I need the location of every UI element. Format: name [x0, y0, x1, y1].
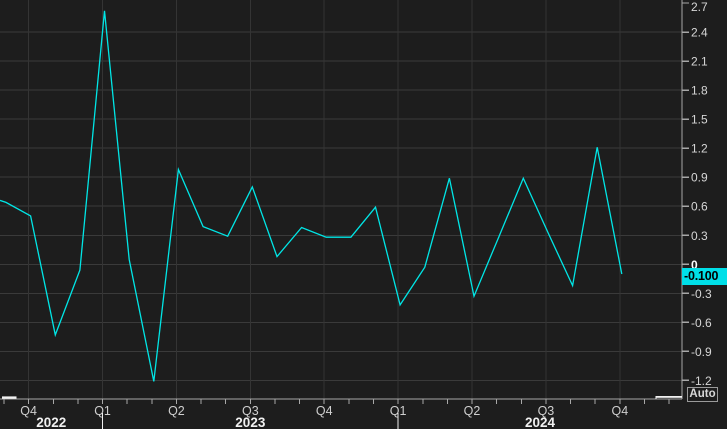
y-tick-label: -0.3 [691, 287, 712, 301]
x-quarter-label: Q3 [242, 404, 259, 418]
y-tick-label: 2.4 [691, 26, 708, 40]
year-label: 2023 [235, 415, 266, 429]
data-line[interactable] [0, 10, 623, 382]
y-tick-label: 1.8 [691, 84, 708, 98]
y-tick-label: -0.9 [691, 345, 712, 359]
x-quarter-label: Q4 [20, 404, 37, 418]
y-tick-label: 2.7 [691, 0, 708, 14]
y-tick-label: 1.5 [691, 113, 708, 127]
y-tick-label: -1.2 [691, 374, 712, 388]
year-label: 2024 [525, 415, 556, 429]
y-tick-label: 0.3 [691, 229, 708, 243]
x-axis-range-marker-right [656, 396, 682, 398]
x-quarter-label: Q4 [611, 404, 628, 418]
y-tick-label: 0.6 [691, 200, 708, 214]
x-axis-range-marker-left [2, 396, 17, 399]
x-quarter-label: Q1 [94, 404, 111, 418]
auto-scale-button[interactable]: Auto [687, 387, 718, 402]
y-tick-label: 2.1 [691, 55, 708, 69]
x-quarter-label: Q4 [316, 404, 333, 418]
y-tick-label: 0.9 [691, 171, 708, 185]
year-label: 2022 [36, 415, 66, 429]
x-quarter-label: Q3 [538, 404, 555, 418]
y-tick-label: -0.6 [691, 316, 712, 330]
x-quarter-label: Q1 [390, 404, 407, 418]
x-quarter-label: Q2 [464, 404, 481, 418]
x-quarter-label: Q2 [168, 404, 185, 418]
last-value-badge: -0.100 [682, 268, 727, 285]
y-tick-label: 1.2 [691, 142, 708, 156]
y-tick-label: 0 [691, 258, 698, 272]
